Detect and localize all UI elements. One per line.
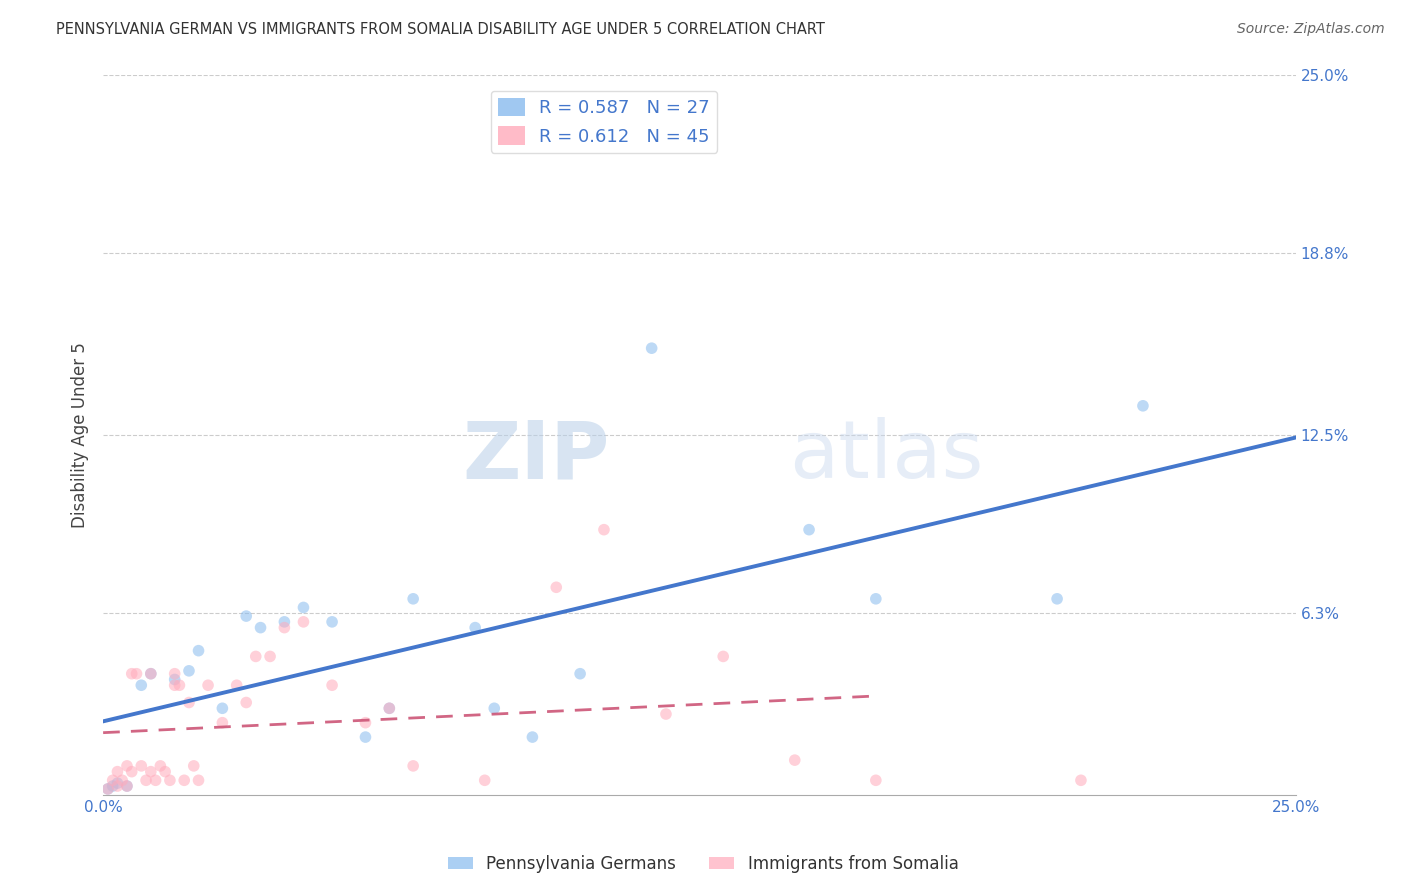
Point [163,666,186,681]
Point [225,678,247,692]
Point [153,764,176,779]
Point [163,673,186,687]
Point [177,664,200,678]
Point [101,779,124,793]
Point [145,773,167,788]
Point [115,779,138,793]
Point [378,701,401,715]
Point [211,715,233,730]
Point [1070,773,1092,788]
Text: PENNSYLVANIA GERMAN VS IMMIGRANTS FROM SOMALIA DISABILITY AGE UNDER 5 CORRELATIO: PENNSYLVANIA GERMAN VS IMMIGRANTS FROM S… [56,22,825,37]
Point [569,666,592,681]
Point [273,615,295,629]
Point [484,701,506,715]
Point [354,730,377,744]
Point [640,341,662,355]
Point [197,678,219,692]
Point [402,591,425,606]
Point [115,779,138,793]
Point [169,678,191,692]
Point [129,678,152,692]
Point [159,773,181,788]
Point [187,643,209,657]
Point [97,781,120,796]
Point [107,764,129,779]
Point [107,776,129,790]
Point [211,701,233,715]
Point [865,591,887,606]
Point [1046,591,1069,606]
Point [121,764,143,779]
Point [259,649,281,664]
Point [111,773,134,788]
Point [121,666,143,681]
Point [402,759,425,773]
Point [797,523,820,537]
Point [129,759,152,773]
Point [593,523,616,537]
Point [378,701,401,715]
Point [321,678,343,692]
Point [139,666,162,681]
Point [139,764,162,779]
Point [655,706,678,721]
Point [101,773,124,788]
Point [97,781,120,796]
Point [235,696,257,710]
Point [135,773,157,788]
Point [354,715,377,730]
Point [163,678,186,692]
Point [783,753,806,767]
Point [464,621,486,635]
Y-axis label: Disability Age Under 5: Disability Age Under 5 [72,342,89,527]
Point [249,621,271,635]
Point [187,773,209,788]
Text: Source: ZipAtlas.com: Source: ZipAtlas.com [1237,22,1385,37]
Point [546,580,568,594]
Point [1132,399,1154,413]
Point [183,759,205,773]
Point [273,621,295,635]
Point [865,773,887,788]
Text: ZIP: ZIP [463,417,610,495]
Point [125,666,148,681]
Point [292,600,315,615]
Point [474,773,496,788]
Point [292,615,315,629]
Point [321,615,343,629]
Point [107,779,129,793]
Point [177,696,200,710]
Point [149,759,172,773]
Point [235,609,257,624]
Text: atlas: atlas [789,417,983,495]
Legend: R = 0.587   N = 27, R = 0.612   N = 45: R = 0.587 N = 27, R = 0.612 N = 45 [491,91,717,153]
Point [115,759,138,773]
Point [173,773,195,788]
Point [245,649,267,664]
Point [522,730,544,744]
Point [711,649,734,664]
Point [139,666,162,681]
Legend: Pennsylvania Germans, Immigrants from Somalia: Pennsylvania Germans, Immigrants from So… [441,848,965,880]
